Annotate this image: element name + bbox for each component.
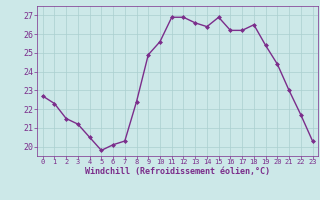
X-axis label: Windchill (Refroidissement éolien,°C): Windchill (Refroidissement éolien,°C) xyxy=(85,167,270,176)
